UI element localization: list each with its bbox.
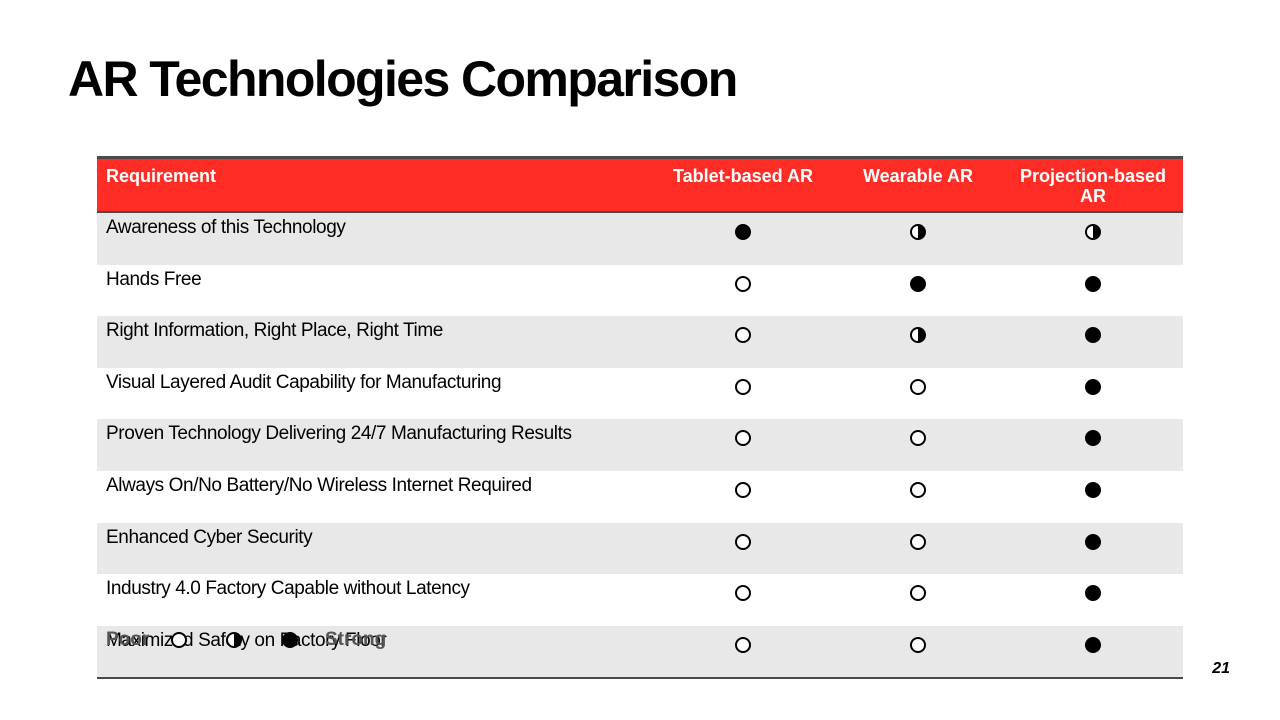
rating-cell: [833, 419, 1003, 471]
half-circle-icon: [1085, 224, 1101, 240]
half-circle-icon: [910, 327, 926, 344]
table-row: Awareness of this Technology: [97, 212, 1183, 265]
rating-cell: [1003, 265, 1183, 317]
rating-cell: [833, 368, 1003, 420]
empty-circle-icon: [735, 533, 751, 550]
table-row: Hands Free: [97, 264, 1183, 317]
empty-circle-icon: [735, 636, 751, 653]
rating-cell: [653, 523, 833, 575]
empty-circle-icon: [910, 378, 926, 395]
rating-cell: [1003, 368, 1183, 420]
requirement-cell: Always On/No Battery/No Wireless Interne…: [106, 474, 532, 496]
half-circle-icon: [910, 224, 926, 240]
table-row: Right Information, Right Place, Right Ti…: [97, 316, 1183, 368]
rating-cell: [1003, 625, 1183, 680]
requirement-cell: Hands Free: [106, 268, 202, 290]
page-number: 21: [1212, 660, 1230, 677]
full-circle-icon: [1085, 533, 1101, 550]
header-row: Requirement Tablet-based AR Wearable AR …: [97, 156, 1183, 213]
empty-circle-icon: [910, 430, 926, 447]
rating-cell: [833, 625, 1003, 680]
requirement-cell: Proven Technology Delivering 24/7 Manufa…: [106, 423, 572, 445]
rating-cell: [653, 625, 833, 680]
legend-strong-label: Strong: [325, 629, 387, 650]
requirement-cell: Industry 4.0 Factory Capable without Lat…: [106, 578, 470, 600]
table-row: Maximized Safety on Factory Floor: [97, 625, 1183, 680]
rating-cell: [833, 212, 1003, 265]
empty-circle-icon: [910, 636, 926, 653]
full-circle-icon: [282, 632, 298, 648]
comparison-table: Requirement Tablet-based AR Wearable AR …: [97, 156, 1183, 680]
rating-cell: [1003, 574, 1183, 626]
requirement-cell: Visual Layered Audit Capability for Manu…: [106, 371, 502, 393]
full-circle-icon: [1085, 585, 1101, 602]
header-tablet-based-ar: Tablet-based AR: [653, 156, 833, 213]
rating-cell: [833, 523, 1003, 575]
full-circle-icon: [1085, 378, 1101, 395]
rating-cell: [653, 574, 833, 626]
empty-circle-icon: [910, 585, 926, 602]
requirement-cell: Enhanced Cyber Security: [106, 526, 313, 548]
full-circle-icon: [1085, 636, 1101, 653]
empty-circle-icon: [910, 533, 926, 550]
full-circle-icon: [1085, 327, 1101, 344]
rating-cell: [833, 574, 1003, 626]
rating-cell: [653, 265, 833, 317]
full-circle-icon: [1085, 481, 1101, 498]
table-row: Enhanced Cyber Security: [97, 522, 1183, 575]
empty-circle-icon: [735, 481, 751, 498]
half-circle-icon: [226, 632, 242, 648]
empty-circle-icon: [910, 481, 926, 498]
empty-circle-icon: [735, 327, 751, 344]
rating-cell: [1003, 523, 1183, 575]
legend-poor-label: Poor: [106, 629, 150, 650]
rating-cell: [653, 212, 833, 265]
rating-cell: [1003, 471, 1183, 523]
empty-circle-icon: [735, 378, 751, 395]
rating-cell: [653, 316, 833, 368]
table-row: Proven Technology Delivering 24/7 Manufa…: [97, 419, 1183, 471]
table-body: Awareness of this Technology Hands Free Ri…: [97, 212, 1183, 680]
empty-circle-icon: [735, 430, 751, 447]
table-row: Industry 4.0 Factory Capable without Lat…: [97, 574, 1183, 626]
header-wearable-ar: Wearable AR: [833, 156, 1003, 213]
rating-cell: [653, 419, 833, 471]
empty-circle-icon: [735, 585, 751, 602]
empty-circle-icon: [171, 632, 187, 648]
full-circle-icon: [910, 275, 926, 292]
full-circle-icon: [735, 224, 751, 240]
empty-circle-icon: [735, 275, 751, 292]
rating-cell: [833, 471, 1003, 523]
rating-cell: [1003, 212, 1183, 265]
rating-cell: [653, 368, 833, 420]
table-row: Always On/No Battery/No Wireless Interne…: [97, 470, 1183, 523]
header-requirement: Requirement: [97, 156, 653, 213]
table-header: Requirement Tablet-based AR Wearable AR …: [97, 156, 1183, 213]
table-row: Visual Layered Audit Capability for Manu…: [97, 367, 1183, 420]
requirement-cell: Right Information, Right Place, Right Ti…: [106, 320, 443, 342]
full-circle-icon: [1085, 430, 1101, 447]
header-projection-based-ar: Projection-based AR: [1003, 156, 1183, 213]
full-circle-icon: [1085, 275, 1101, 292]
rating-cell: [653, 471, 833, 523]
rating-cell: [833, 316, 1003, 368]
rating-cell: [1003, 316, 1183, 368]
comparison-table-container: Requirement Tablet-based AR Wearable AR …: [97, 156, 1183, 680]
slide-title: AR Technologies Comparison: [68, 51, 738, 107]
rating-cell: [833, 265, 1003, 317]
rating-cell: [1003, 419, 1183, 471]
requirement-cell: Awareness of this Technology: [106, 217, 346, 238]
